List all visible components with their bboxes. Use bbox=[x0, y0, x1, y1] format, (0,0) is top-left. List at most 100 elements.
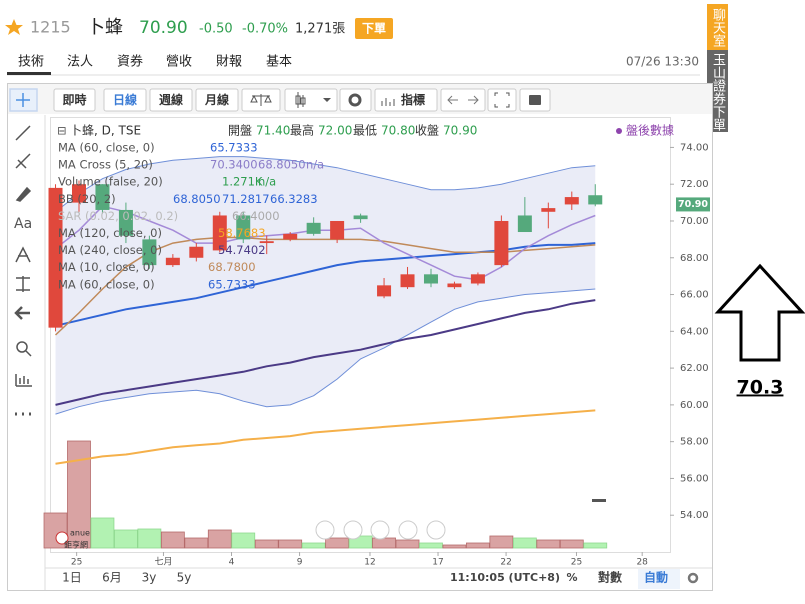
volume-bar bbox=[90, 517, 115, 549]
legend-label: MA (10, close, 0) bbox=[58, 260, 155, 274]
range-button[interactable]: 3y bbox=[142, 571, 157, 585]
pattern-tool[interactable] bbox=[15, 246, 31, 263]
legend-value: 1.271K bbox=[222, 175, 263, 189]
undo-icon bbox=[447, 95, 479, 105]
x-tick-label: 22 bbox=[500, 558, 511, 568]
candle-body bbox=[330, 220, 345, 240]
tab[interactable]: 技術 bbox=[18, 55, 44, 70]
range-button[interactable]: 6月 bbox=[102, 571, 122, 585]
legend-value: 54.7402 bbox=[218, 243, 266, 257]
candle-body bbox=[377, 285, 392, 297]
measure-tool[interactable] bbox=[16, 276, 30, 292]
legend-value: 65.7333 bbox=[210, 141, 258, 155]
broker-label[interactable]: 玉山證券下單 bbox=[710, 53, 726, 131]
legend-label: MA (60, close, 0) bbox=[58, 141, 155, 155]
ma-line bbox=[55, 409, 596, 465]
toolbar-label[interactable]: 月線 bbox=[204, 92, 229, 107]
order-button-label[interactable]: 下單 bbox=[362, 22, 386, 36]
toolbar-button[interactable] bbox=[53, 88, 96, 112]
tab[interactable]: 財報 bbox=[216, 55, 242, 70]
chat-tab[interactable] bbox=[707, 4, 728, 50]
volume-bar bbox=[489, 535, 514, 549]
toolbar-label[interactable]: 即時 bbox=[62, 92, 86, 107]
zoom-out[interactable] bbox=[343, 520, 363, 540]
logo-sub: 鉅亨網 bbox=[64, 540, 88, 550]
text-tool[interactable]: Aa bbox=[14, 216, 32, 232]
tab[interactable]: 營收 bbox=[166, 55, 192, 70]
y-tick-label: 74.00 bbox=[680, 142, 709, 153]
log-toggle[interactable]: 對數 bbox=[598, 570, 622, 585]
toolbar-icon-button[interactable] bbox=[284, 88, 338, 112]
candle-body bbox=[189, 246, 204, 258]
trend-tool[interactable] bbox=[15, 125, 31, 141]
after-hours[interactable]: 盤後數據 bbox=[626, 124, 674, 138]
volume-bar bbox=[559, 539, 584, 549]
auto-toggle[interactable]: 自動 bbox=[644, 570, 668, 585]
zoom-right[interactable] bbox=[426, 520, 446, 540]
legend-value: n/a bbox=[258, 175, 276, 189]
x-tick-label: 25 bbox=[71, 558, 82, 568]
toolbar-button[interactable] bbox=[149, 88, 193, 112]
toolbar-label[interactable]: 日線 bbox=[113, 92, 137, 107]
toolbar-icon-button[interactable] bbox=[339, 88, 372, 112]
candle-body bbox=[118, 209, 133, 236]
candle-body bbox=[564, 197, 579, 205]
brush-tool[interactable] bbox=[15, 186, 32, 202]
toolbar-label[interactable]: 指標 bbox=[401, 92, 425, 107]
range-button[interactable]: 5y bbox=[177, 571, 192, 585]
indicator-icon bbox=[381, 98, 395, 106]
volume-bar bbox=[466, 542, 490, 549]
back-tool[interactable] bbox=[14, 306, 30, 320]
clock: 11:10:05 (UTC+8) bbox=[450, 571, 560, 584]
y-tick-label: 68.00 bbox=[680, 253, 709, 264]
legend-ohlc: 70.90 bbox=[443, 124, 477, 138]
candle-body bbox=[306, 222, 321, 234]
volume-bar bbox=[512, 537, 537, 549]
legend-value: 66.4000 bbox=[232, 209, 280, 223]
zoom-tool[interactable] bbox=[16, 341, 28, 353]
tab[interactable]: 法人 bbox=[67, 55, 93, 70]
toolbar-button[interactable] bbox=[195, 88, 239, 112]
volume-bar bbox=[583, 542, 608, 549]
legend-label: MA (60, close, 0) bbox=[58, 277, 155, 291]
plot-area bbox=[50, 117, 671, 553]
legend-value: 71.2817 bbox=[222, 192, 270, 206]
legend-label: MA Cross (5, 20) bbox=[58, 158, 153, 172]
toolbar-icon-button[interactable] bbox=[440, 88, 486, 112]
y-tick-label: 70.00 bbox=[680, 216, 709, 227]
zoom-left[interactable] bbox=[315, 520, 335, 540]
volume-bar bbox=[442, 544, 467, 549]
legend-value: 70.3400 bbox=[210, 158, 258, 172]
toolbar-label[interactable]: 週線 bbox=[159, 92, 183, 107]
band-fill bbox=[55, 156, 596, 415]
tab[interactable]: 資券 bbox=[117, 54, 143, 70]
range-button[interactable]: 1日 bbox=[62, 571, 82, 585]
chat-label[interactable]: 聊天室 bbox=[710, 8, 726, 47]
order-button[interactable] bbox=[355, 18, 393, 39]
volume-bar bbox=[301, 542, 326, 549]
candle-body bbox=[71, 184, 86, 203]
active-tab-indicator bbox=[7, 72, 51, 75]
x-tick-label: 9 bbox=[297, 558, 303, 568]
settings-button[interactable] bbox=[687, 572, 699, 584]
candle-body bbox=[423, 274, 438, 284]
zoom-in[interactable] bbox=[398, 520, 418, 540]
legend-label: Volume (false, 20) bbox=[58, 175, 163, 189]
toolbar-icon-button[interactable] bbox=[487, 88, 517, 112]
datetime: 07/26 13:30 bbox=[626, 55, 699, 69]
star-icon[interactable] bbox=[5, 19, 23, 35]
tab[interactable]: 基本 bbox=[266, 55, 292, 70]
toolbar-button[interactable] bbox=[103, 88, 147, 112]
candle-body bbox=[283, 233, 298, 240]
percent-toggle[interactable]: % bbox=[566, 571, 577, 584]
after-hours-dot bbox=[616, 128, 622, 134]
logo-icon bbox=[55, 531, 69, 545]
crosshair-icon[interactable] bbox=[16, 93, 30, 107]
band-lower bbox=[55, 288, 596, 415]
fib-tool[interactable] bbox=[15, 153, 31, 169]
ruler-tool[interactable] bbox=[15, 374, 32, 387]
candle-body bbox=[588, 195, 603, 205]
volume: 1,271張 bbox=[295, 22, 345, 37]
zoom-reset[interactable] bbox=[370, 520, 390, 540]
